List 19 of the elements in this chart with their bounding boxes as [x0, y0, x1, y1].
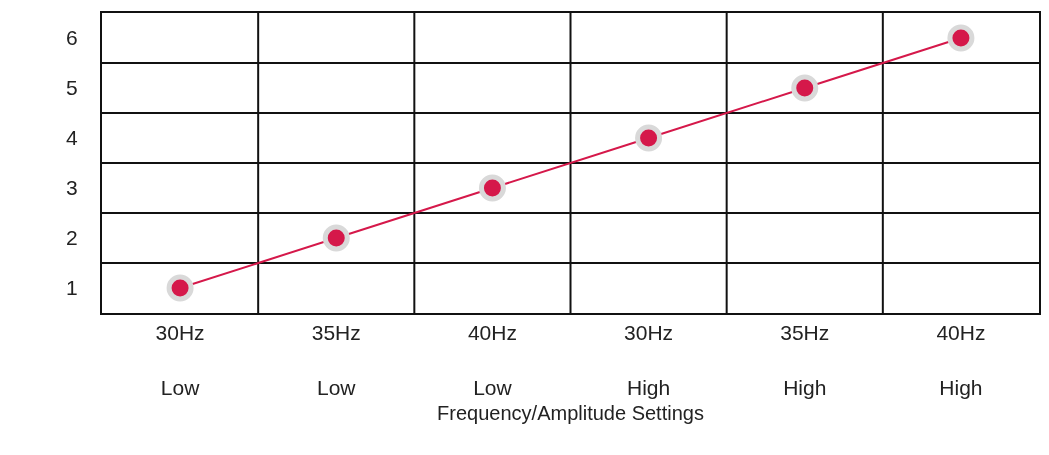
category-label: 40Hz Low: [467, 321, 517, 399]
category-label: 40Hz High: [936, 321, 986, 399]
y-tick-label: 1: [66, 276, 78, 300]
y-tick-label: 4: [66, 126, 79, 150]
y-tick-label: 5: [66, 76, 78, 100]
x-axis-title: Frequency/Amplitude Settings: [437, 401, 704, 424]
y-tick-label: 3: [66, 176, 78, 200]
point: [791, 74, 819, 102]
point: [478, 174, 506, 202]
point: [166, 274, 194, 302]
category-label: 30Hz High: [624, 321, 674, 399]
y-tick-label: 6: [66, 26, 78, 50]
category-label: 35Hz High: [780, 321, 830, 399]
point: [322, 224, 350, 252]
y-tick-label: 2: [66, 226, 78, 250]
point: [635, 124, 663, 152]
category-label: 30Hz Low: [155, 321, 205, 399]
category-label: 35Hz Low: [311, 321, 361, 399]
point: [947, 24, 975, 52]
